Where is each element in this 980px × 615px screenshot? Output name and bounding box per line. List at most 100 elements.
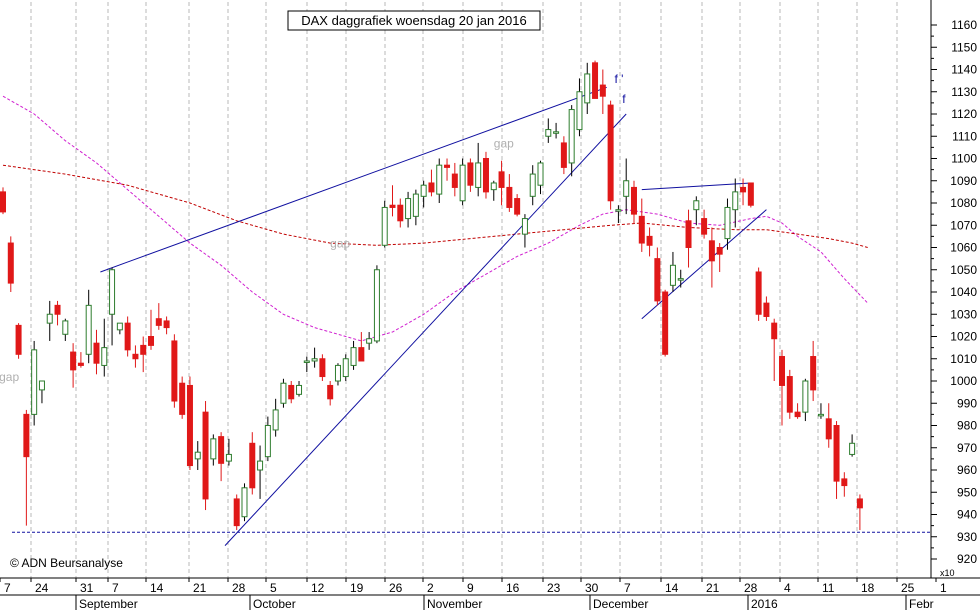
candle-body [436, 164, 443, 195]
candle-body [233, 498, 240, 527]
y-tick-label: 940 [957, 508, 977, 522]
candle-body [755, 271, 762, 315]
candle [210, 434, 217, 466]
candle [46, 300, 53, 341]
x-day-label: 16 [506, 581, 520, 595]
candle [85, 289, 92, 364]
candle-body [786, 376, 793, 413]
candle [366, 332, 373, 350]
candle [763, 296, 770, 321]
candle-body [124, 322, 131, 351]
candle [296, 381, 303, 397]
candle [15, 323, 22, 359]
candle-body [116, 322, 123, 331]
candle [23, 409, 30, 526]
x-day-label: 31 [80, 581, 94, 595]
candle-body [54, 304, 61, 315]
candle [654, 247, 661, 306]
x-day-label: 19 [350, 581, 364, 595]
candle-body [444, 164, 451, 168]
candle-body [763, 302, 770, 317]
candle-body [654, 258, 661, 302]
candle [755, 267, 762, 321]
candle [514, 194, 521, 217]
candle [592, 60, 599, 99]
candle [732, 178, 739, 228]
candle-body [288, 384, 295, 400]
y-tick-label: 1050 [950, 263, 977, 277]
candle-body [833, 425, 840, 482]
y-tick-label: 1120 [951, 107, 977, 121]
candle [257, 445, 264, 499]
candle [280, 378, 287, 408]
candle-body [685, 220, 692, 249]
annotations: gap gap gap f ' f [0, 72, 626, 384]
x-day-label: 7 [112, 581, 119, 595]
candle [148, 309, 155, 350]
candle-body [841, 478, 848, 487]
candle-body [592, 62, 599, 99]
candle-body [38, 380, 45, 391]
december-resistance-line [641, 182, 751, 191]
y-tick-label: 1090 [950, 174, 977, 188]
candle-body [779, 356, 785, 386]
x-day-label: 12 [311, 581, 325, 595]
candle [771, 318, 778, 381]
candle-body [467, 162, 474, 186]
candle [623, 158, 630, 215]
x-day-label: 9 [467, 581, 474, 595]
y-tick-label: 1030 [950, 307, 977, 321]
candle-body [358, 347, 365, 362]
candle [584, 62, 591, 114]
candle [373, 265, 380, 344]
candle [701, 209, 708, 239]
candle-body [849, 442, 856, 455]
candle [529, 165, 536, 206]
candle-body [599, 84, 606, 97]
candle-body [405, 198, 412, 220]
candle-body [46, 313, 53, 324]
candle [747, 182, 754, 208]
candle [521, 214, 528, 248]
x-day-label: 7 [4, 581, 11, 595]
y-tick-label: 1130 [951, 85, 977, 99]
candle-body [747, 182, 754, 206]
candle [54, 300, 61, 326]
candle [334, 363, 341, 386]
y-tick-label: 1100 [951, 152, 977, 166]
candle [7, 236, 14, 292]
candle [225, 438, 232, 466]
candle [272, 398, 279, 437]
candle [218, 432, 225, 482]
candle-body [218, 436, 225, 464]
candle [163, 316, 170, 335]
candle [716, 243, 723, 272]
x-day-label: 21 [193, 581, 207, 595]
x-day-label: 28 [744, 581, 758, 595]
candle [615, 205, 622, 224]
candle-body [802, 380, 809, 413]
x-day-label: 21 [706, 581, 720, 595]
y-tick-label: 1040 [950, 285, 977, 299]
candle-body [545, 129, 552, 137]
moving-averages [2, 95, 869, 342]
candle-body [85, 304, 92, 355]
candle [553, 122, 560, 139]
y-tick-label: 1160 [951, 18, 977, 32]
candle [249, 432, 256, 495]
candle-body [475, 162, 482, 188]
candle-body [179, 382, 186, 415]
watermark: © ADN Beursanalyse [10, 556, 123, 570]
candle [724, 198, 731, 250]
candle [568, 105, 575, 177]
x-month-label: 2016 [751, 597, 778, 610]
candle-body [148, 336, 155, 346]
candle [428, 169, 435, 197]
candle-body [373, 269, 380, 342]
annotation-label: gap [0, 370, 19, 384]
candle [319, 354, 326, 381]
candle-body [171, 340, 178, 402]
candle [132, 345, 139, 368]
